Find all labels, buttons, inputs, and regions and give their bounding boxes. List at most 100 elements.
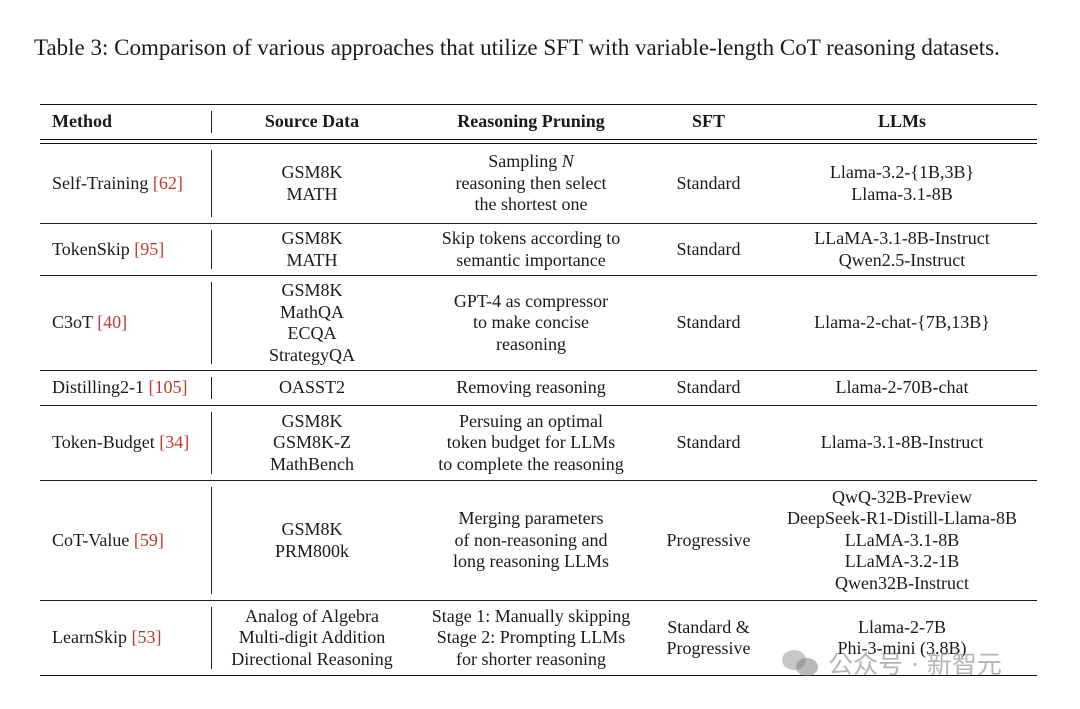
source-data-cell: GSM8K PRM800k: [212, 480, 412, 601]
llms-cell: LLaMA-3.1-8B-Instruct Qwen2.5-Instruct: [767, 223, 1037, 276]
reasoning-pruning-cell: Removing reasoning: [412, 370, 650, 406]
pruning-text-line: GPT-4 as compressor: [453, 290, 609, 311]
table-row: C3oT [40] GSM8K MathQA ECQA StrategyQA GPT-4 …: [40, 275, 1037, 371]
table-row: Token-Budget [34] GSM8K GSM8K-Z MathBench Pe…: [40, 405, 1037, 481]
citation-link[interactable]: [34]: [159, 432, 190, 453]
source-dataset: MathQA: [280, 301, 344, 322]
source-data-cell: GSM8K GSM8K-Z MathBench: [212, 405, 412, 481]
watermark-text: 公众号 · 新智元: [828, 650, 1002, 679]
sft-type: Standard: [676, 377, 741, 398]
pruning-text-line: the shortest one: [474, 194, 588, 215]
table-row: LearnSkip [53] Analog of Algebra Multi-dig…: [40, 600, 1037, 676]
citation-link[interactable]: [62]: [152, 172, 183, 193]
method-cell: Token-Budget [34]: [40, 405, 212, 481]
pruning-text-line: Sampling N: [488, 151, 574, 172]
header-source-data: Source Data: [212, 104, 412, 140]
column-divider: [211, 607, 212, 669]
llms-cell: Llama-3.1-8B-Instruct: [767, 405, 1037, 481]
column-divider: [211, 412, 212, 474]
sft-cell: Progressive: [650, 480, 767, 601]
method-name: Distilling2-1: [52, 377, 145, 398]
source-dataset: GSM8K: [281, 519, 343, 539]
citation-link[interactable]: [105]: [148, 377, 188, 398]
method-cell: Self-Training [62]: [40, 143, 212, 224]
pruning-text-line: token budget for LLMs: [446, 432, 616, 453]
source-dataset: Multi-digit Addition: [238, 627, 386, 648]
sft-type: Progressive: [666, 529, 751, 550]
source-dataset: MATH: [286, 249, 338, 270]
llm-name: QwQ-32B-Preview: [832, 486, 972, 507]
llms-cell: Llama-2-70B-chat: [767, 370, 1037, 406]
reasoning-pruning-cell: Merging parameters of non-reasoning and lo…: [412, 480, 650, 601]
sft-type: Standard: [676, 312, 741, 333]
method-name: Self-Training: [52, 172, 149, 193]
pruning-text-line: to complete the reasoning: [438, 453, 624, 474]
source-dataset: PRM800k: [274, 540, 350, 561]
wechat-logo-icon: [782, 646, 822, 680]
header-sft: SFT: [650, 104, 767, 140]
column-divider: [211, 377, 212, 399]
reasoning-pruning-cell: Stage 1: Manually skipping Stage 2: Promp…: [412, 600, 650, 676]
llms-cell: Llama-2-chat-{7B,13B}: [767, 275, 1037, 371]
llm-name: Llama-2-70B-chat: [835, 377, 969, 398]
source-dataset: GSM8K: [281, 410, 343, 431]
column-divider: [211, 150, 212, 217]
table-header: Method Source Data Reasoning Pruning SFT…: [40, 104, 1037, 144]
llm-name: Llama-2-7B: [858, 616, 946, 637]
llm-name: LLaMA-3.1-8B-Instruct: [814, 228, 990, 248]
sft-type: Standard: [676, 238, 741, 259]
llm-name: Qwen32B-Instruct: [835, 572, 969, 593]
method-name: LearnSkip: [52, 627, 127, 648]
source-data-cell: GSM8K MATH: [212, 223, 412, 276]
source-dataset: GSM8K: [281, 280, 343, 300]
citation-link[interactable]: [53]: [131, 627, 162, 648]
pruning-text-line: reasoning then select: [455, 172, 607, 193]
source-data-cell: Analog of Algebra Multi-digit Addition Dir…: [212, 600, 412, 676]
table-row: CoT-Value [59] GSM8K PRM800k Merging parame…: [40, 480, 1037, 601]
llms-cell: QwQ-32B-Preview DeepSeek-R1-Distill-Llama…: [767, 480, 1037, 601]
pruning-text-line: to make concise: [473, 312, 589, 333]
column-divider: [211, 111, 212, 133]
pruning-text-line: Persuing an optimal: [459, 410, 603, 431]
source-dataset: OASST2: [278, 377, 345, 398]
llm-name: Llama-3.1-8B-Instruct: [820, 432, 984, 453]
method-name: CoT-Value: [52, 529, 130, 550]
method-cell: CoT-Value [59]: [40, 480, 212, 601]
pruning-text-line: Stage 2: Prompting LLMs: [436, 627, 626, 648]
citation-link[interactable]: [95]: [134, 238, 165, 259]
column-divider: [211, 230, 212, 269]
citation-link[interactable]: [59]: [133, 529, 164, 550]
source-dataset: GSM8K: [281, 162, 343, 182]
source-data-cell: OASST2: [212, 370, 412, 406]
pruning-text-line: semantic importance: [456, 249, 606, 270]
llm-name: Llama-3.1-8B: [851, 183, 953, 204]
sft-type: Standard &: [667, 616, 750, 637]
method-name: C3oT: [52, 312, 93, 333]
source-dataset: GSM8K: [281, 228, 343, 248]
comparison-table-container: Method Source Data Reasoning Pruning SFT…: [40, 104, 1037, 676]
method-name: Token-Budget: [52, 432, 155, 453]
llm-name: DeepSeek-R1-Distill-Llama-8B: [787, 508, 1017, 529]
sft-cell: Standard: [650, 275, 767, 371]
source-dataset: Analog of Algebra: [245, 605, 379, 626]
pruning-text-line: reasoning: [496, 333, 566, 354]
table-row: TokenSkip [95] GSM8K MATH Skip tokens accor…: [40, 223, 1037, 276]
llm-name: Qwen2.5-Instruct: [838, 249, 966, 270]
source-dataset: ECQA: [287, 323, 337, 343]
source-dataset: StrategyQA: [269, 344, 355, 365]
pruning-text-line: Stage 1: Manually skipping: [431, 605, 631, 626]
method-cell: LearnSkip [53]: [40, 600, 212, 676]
pruning-text-line: Merging parameters: [458, 508, 604, 529]
llm-name: Llama-3.2-{1B,3B}: [829, 162, 975, 182]
column-divider: [211, 487, 212, 594]
reasoning-pruning-cell: GPT-4 as compressor to make concise reason…: [412, 275, 650, 371]
sft-cell: Standard: [650, 405, 767, 481]
llms-cell: Llama-3.2-{1B,3B} Llama-3.1-8B: [767, 143, 1037, 224]
table-row: Distilling2-1 [105] OASST2 Removing reason…: [40, 370, 1037, 406]
sft-cell: Standard & Progressive: [650, 600, 767, 676]
sft-type: Standard: [676, 432, 741, 453]
pruning-text-line: Skip tokens according to: [441, 228, 621, 248]
citation-link[interactable]: [40]: [97, 312, 128, 333]
pruning-text-line: of non-reasoning and: [454, 529, 608, 550]
